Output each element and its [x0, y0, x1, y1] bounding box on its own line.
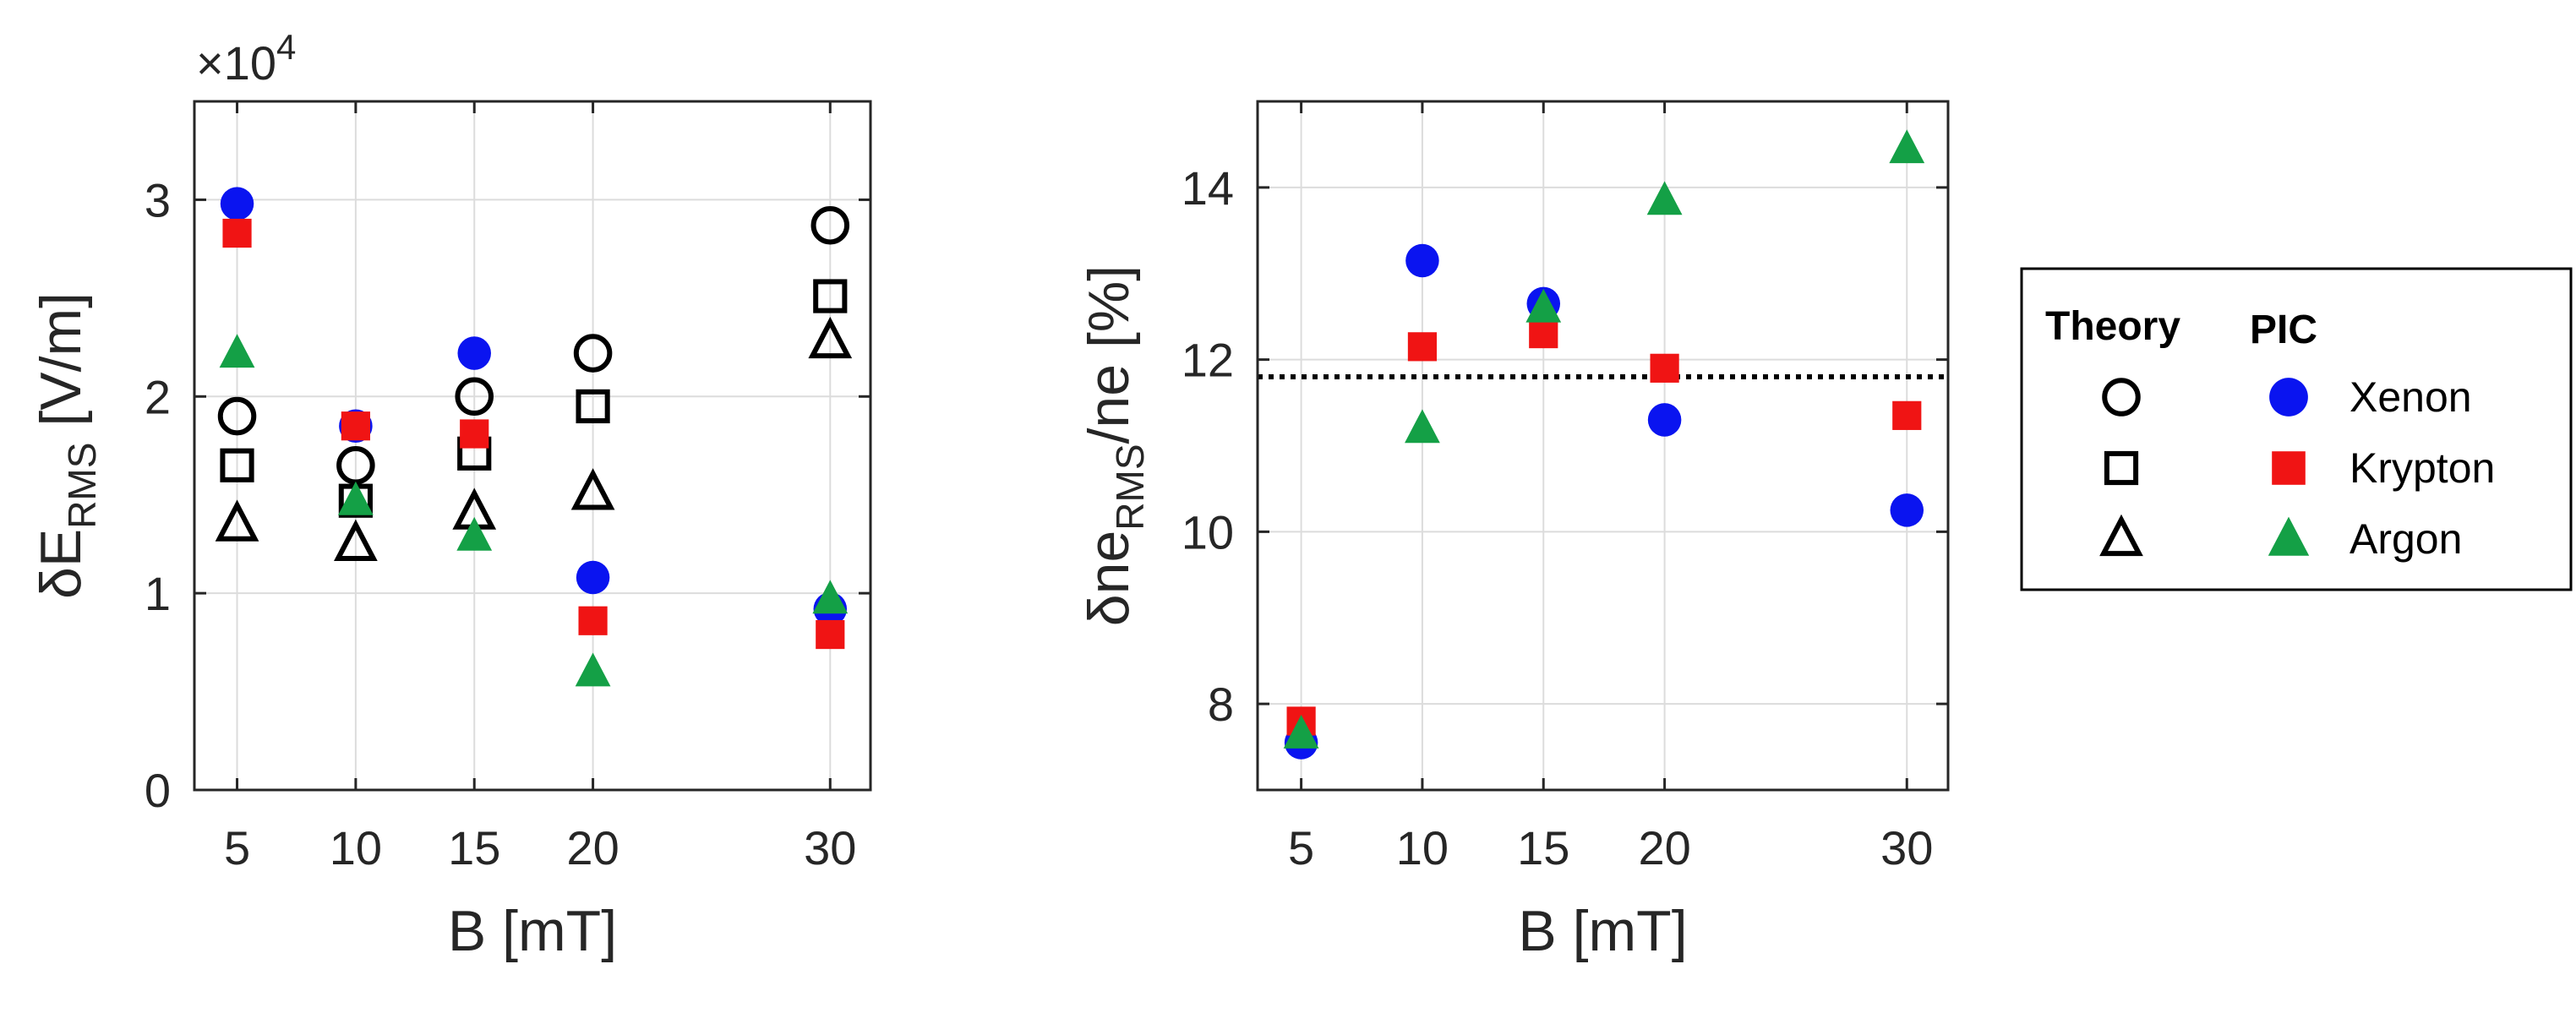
legend-theory-header: Theory	[2045, 304, 2180, 349]
legend-theory-krypton-marker	[2104, 450, 2139, 486]
theory-xenon-point	[217, 396, 257, 436]
pic-krypton-point	[816, 619, 845, 650]
pic-argon-point	[1646, 181, 1683, 215]
pic-krypton-point	[222, 218, 252, 248]
y-tick-label: 10	[1182, 505, 1234, 558]
legend-pic-krypton-marker	[2272, 451, 2306, 485]
legend-label-argon: Argon	[2350, 515, 2462, 563]
x-tick-label: 15	[1517, 821, 1569, 874]
right-plot-density: 5 10 15 20 30 8 10 12 14 B [mT] δneRMS/ne [%]	[1077, 100, 1950, 963]
theory-argon-point	[334, 519, 378, 562]
legend-pic-xenon-marker	[2269, 378, 2308, 417]
legend: Theory PIC Xenon Krypton Argon	[2020, 267, 2573, 591]
x-tick-label: 15	[448, 821, 500, 874]
y-exponent-label: ×104	[196, 27, 296, 90]
theory-argon-point	[570, 468, 615, 510]
pic-xenon-point	[457, 336, 491, 370]
pic-krypton-point	[460, 419, 489, 449]
legend-pic-header: PIC	[2250, 308, 2317, 352]
y-tick-label: 3	[145, 173, 171, 226]
pic-argon-point	[1525, 288, 1562, 323]
pic-argon-point	[1283, 714, 1319, 749]
pic-argon-point	[575, 652, 611, 687]
pic-xenon-point	[220, 187, 254, 221]
pic-xenon-point	[1647, 403, 1682, 437]
pic-argon-point	[337, 481, 374, 515]
y-tick-label: 8	[1208, 678, 1234, 731]
y-axis-label: δneRMS/ne [%]	[1077, 265, 1152, 626]
theory-krypton-point	[813, 279, 848, 313]
x-tick-label: 20	[566, 821, 619, 874]
x-tick-label: 5	[224, 821, 250, 874]
pic-krypton-point	[1892, 400, 1922, 430]
y-axis-label: δERMS [V/m]	[29, 292, 104, 599]
y-tick-label: 14	[1182, 161, 1234, 215]
pic-krypton-point	[578, 606, 608, 635]
pic-krypton-point	[1529, 319, 1558, 349]
y-tick-label: 2	[145, 370, 171, 423]
theory-krypton-point	[220, 448, 254, 482]
pic-krypton-point	[341, 411, 370, 441]
left-plot-erms: 5 10 15 20 30 0 1 2 3 B [mT] δERMS [V/m] ×104	[29, 27, 872, 963]
theory-argon-point	[808, 316, 853, 359]
y-tick-label: 1	[145, 567, 171, 620]
theory-xenon-point	[573, 334, 613, 373]
pic-argon-point	[1405, 409, 1440, 444]
x-tick-label: 30	[1880, 821, 1933, 874]
pic-xenon-point	[1890, 493, 1924, 527]
theory-krypton-point	[576, 389, 610, 424]
y-tick-label: 0	[145, 764, 171, 817]
x-tick-label: 10	[1396, 821, 1449, 874]
pic-argon-point	[812, 580, 849, 614]
legend-theory-xenon-marker	[2102, 378, 2141, 417]
legend-label-xenon: Xenon	[2350, 373, 2472, 421]
x-tick-label: 30	[804, 821, 856, 874]
theory-xenon-point	[810, 205, 850, 245]
pic-krypton-point	[1650, 353, 1679, 383]
pic-argon-point	[456, 516, 493, 551]
x-axis-label: B [mT]	[1518, 899, 1687, 963]
axes-box	[193, 100, 872, 792]
legend-theory-argon-marker	[2099, 514, 2143, 557]
theory-xenon-point	[455, 377, 494, 417]
pic-argon-point	[219, 334, 255, 368]
x-tick-label: 5	[1288, 821, 1314, 874]
y-tick-label: 12	[1182, 334, 1234, 387]
pic-krypton-point	[1407, 332, 1438, 362]
legend-label-krypton: Krypton	[2350, 444, 2495, 492]
theory-argon-point	[215, 499, 259, 542]
pic-xenon-point	[576, 560, 610, 595]
legend-pic-argon-marker	[2268, 516, 2310, 556]
x-axis-label: B [mT]	[448, 899, 617, 963]
pic-xenon-point	[1405, 243, 1439, 278]
pic-argon-point	[1889, 129, 1925, 164]
x-tick-label: 10	[330, 821, 382, 874]
x-tick-label: 20	[1638, 821, 1690, 874]
axes-box	[1256, 100, 1950, 792]
